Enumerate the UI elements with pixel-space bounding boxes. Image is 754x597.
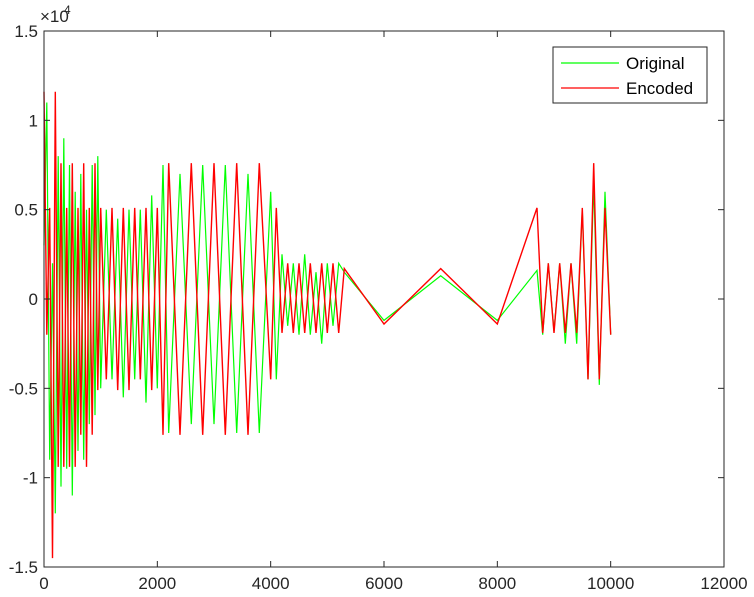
legend-box (552, 46, 708, 104)
y-tick-label: -1 (23, 469, 38, 488)
tick-layer: 0 2000 4000 6000 8000 10000 12000 -1.5 -1 -0.5 0 0.… (9, 22, 748, 593)
legend-label: Encoded (626, 79, 693, 98)
y-tick-label: 1.5 (14, 22, 38, 41)
y-tick-label: 0.5 (14, 201, 38, 220)
x-tick-label: 6000 (365, 574, 403, 593)
y-exponent: ×10 4 (40, 3, 71, 26)
y-exponent-base: ×10 (40, 7, 69, 26)
series-line-encoded (43, 91, 612, 559)
x-tick-label: 10000 (587, 574, 634, 593)
legend: Original Encoded (552, 46, 708, 104)
y-exponent-power: 4 (64, 3, 71, 17)
y-tick-label: -1.5 (9, 558, 38, 577)
x-tick-label: 12000 (700, 574, 747, 593)
y-tick-label: 1 (29, 111, 38, 130)
x-tick-label: 2000 (138, 574, 176, 593)
y-tick-label: -0.5 (9, 379, 38, 398)
x-tick-label: 8000 (478, 574, 516, 593)
series-layer (43, 91, 612, 559)
x-tick-label: 0 (39, 574, 48, 593)
y-tick-label: 0 (29, 290, 38, 309)
legend-label: Original (626, 54, 685, 73)
x-tick-label: 4000 (252, 574, 290, 593)
